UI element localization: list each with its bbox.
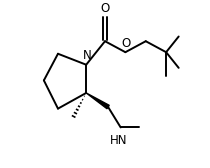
- Text: O: O: [100, 2, 110, 15]
- Text: HN: HN: [110, 134, 128, 148]
- Text: O: O: [122, 37, 131, 50]
- Polygon shape: [86, 93, 109, 109]
- Text: N: N: [83, 49, 91, 62]
